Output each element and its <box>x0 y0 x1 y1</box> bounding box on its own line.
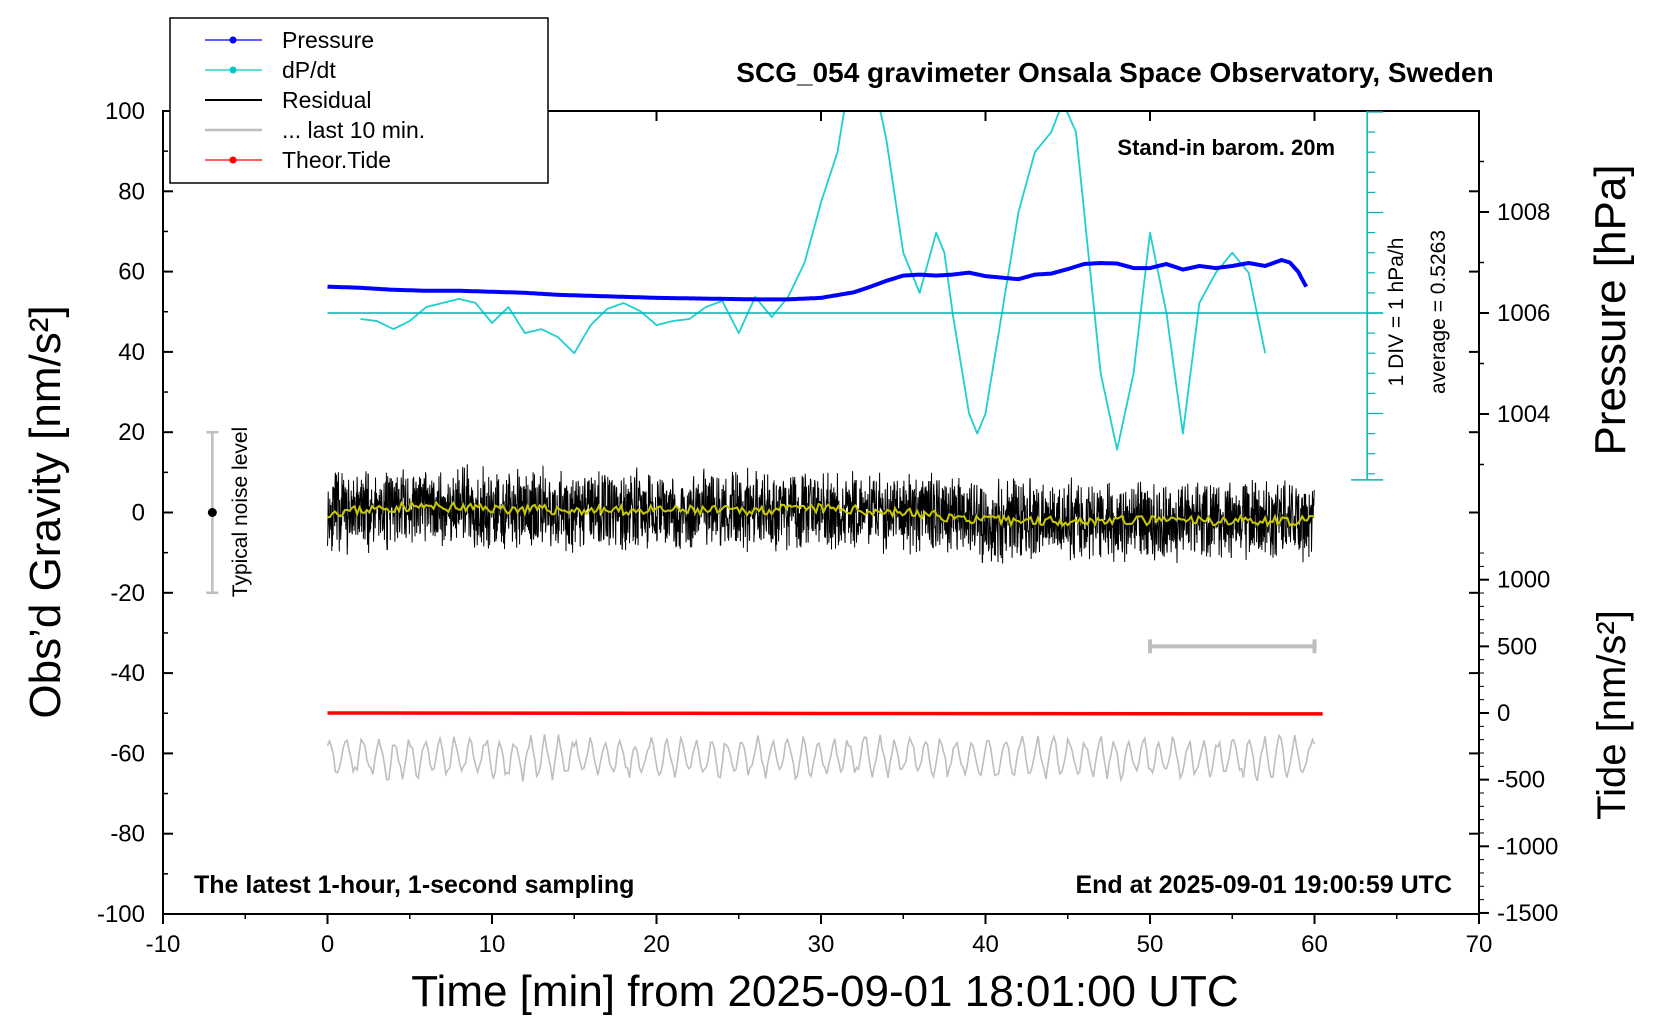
bottom-axis: -10 0 10 20 30 40 50 60 70 <box>146 111 1493 958</box>
tide-axis-title: Tide [nm/s²] <box>1590 610 1634 820</box>
legend-marker-0 <box>229 36 237 44</box>
bottom-tick-label: 70 <box>1466 931 1493 958</box>
pressure-axis-title: Pressure [hPa] <box>1586 164 1635 455</box>
bottom-tick-label: 60 <box>1301 931 1328 958</box>
tide-tick-label: -500 <box>1497 767 1545 794</box>
bottom-tick-label: 20 <box>643 931 670 958</box>
x-axis-title: Time [min] from 2025-09-01 18:01:00 UTC <box>411 967 1238 1016</box>
theoretical-tide-series <box>327 711 1323 716</box>
theoretical-tide-line <box>327 711 1323 716</box>
dpdt-div-axis <box>1351 111 1384 481</box>
left-tick-label: -100 <box>97 901 145 928</box>
right-axis: 1008 1006 1004 1000 500 0 -500 -1000 -1500 <box>1479 160 1558 927</box>
legend-label-1: dP/dt <box>282 57 336 83</box>
div-note: 1 DIV = 1 hPa/h <box>1385 238 1408 387</box>
dpdt-line <box>360 110 1267 451</box>
legend-marker-1 <box>229 66 237 74</box>
tide-tick-label: 0 <box>1497 700 1510 727</box>
last-10-min-line <box>326 733 1316 783</box>
plot-area <box>206 110 1384 783</box>
pressure-series <box>327 258 1309 302</box>
bottom-tick-label: -10 <box>146 931 181 958</box>
left-tick-label: -80 <box>110 821 145 848</box>
left-tick-label: 0 <box>132 500 145 527</box>
noise-level-dot <box>207 508 217 517</box>
pressure-tick-label: 1008 <box>1497 199 1550 226</box>
latest-hour-note: The latest 1-hour, 1-second sampling <box>194 871 634 899</box>
left-tick-label: -40 <box>110 660 145 687</box>
residual-series <box>327 464 1315 564</box>
left-tick-label: 80 <box>118 178 145 205</box>
last-10-min-series <box>326 733 1316 783</box>
legend: Pressure dP/dt Residual ... last 10 min. The… <box>169 17 549 184</box>
tide-tick-label: 1000 <box>1497 567 1550 594</box>
legend-label-4: Theor.Tide <box>282 147 391 173</box>
left-tick-label: -20 <box>110 580 145 607</box>
bottom-tick-label: 30 <box>808 931 835 958</box>
end-time-note: End at 2025-09-01 19:00:59 UTC <box>1075 871 1452 899</box>
legend-label-0: Pressure <box>282 27 374 53</box>
bottom-tick-label: 40 <box>972 931 999 958</box>
tide-tick-label: -1000 <box>1497 833 1558 860</box>
stand-in-note: Stand-in barom. 20m <box>1117 135 1335 160</box>
left-tick-label: -60 <box>110 740 145 767</box>
left-tick-label: 20 <box>118 419 145 446</box>
dpdt-series <box>360 110 1267 451</box>
noise-level-note: Typical noise level <box>229 427 252 597</box>
left-tick-label: 60 <box>118 259 145 286</box>
bottom-tick-label: 10 <box>479 931 506 958</box>
tide-tick-label: 500 <box>1497 633 1537 660</box>
pressure-tick-label: 1006 <box>1497 300 1550 327</box>
pressure-line <box>327 258 1309 302</box>
left-axis-title: Obs’d Gravity [nm/s²] <box>21 305 70 718</box>
left-axis: 100 80 60 40 20 0 -20 -40 -60 -80 -100 <box>97 98 1479 928</box>
annotation-marks <box>206 312 1384 654</box>
average-note: average = 0.5263 <box>1427 230 1450 394</box>
pressure-tick-label: 1004 <box>1497 401 1550 428</box>
bottom-tick-label: 50 <box>1137 931 1164 958</box>
bottom-tick-label: 0 <box>321 931 334 958</box>
tide-tick-label: -1500 <box>1497 900 1558 927</box>
residual-smoothed-line <box>327 500 1315 529</box>
legend-label-3: ... last 10 min. <box>282 117 425 143</box>
left-tick-label: 100 <box>105 98 145 125</box>
left-tick-label: 40 <box>118 339 145 366</box>
legend-marker-4 <box>229 156 237 164</box>
legend-label-2: Residual <box>282 87 372 113</box>
chart-title: SCG_054 gravimeter Onsala Space Observat… <box>736 57 1493 88</box>
